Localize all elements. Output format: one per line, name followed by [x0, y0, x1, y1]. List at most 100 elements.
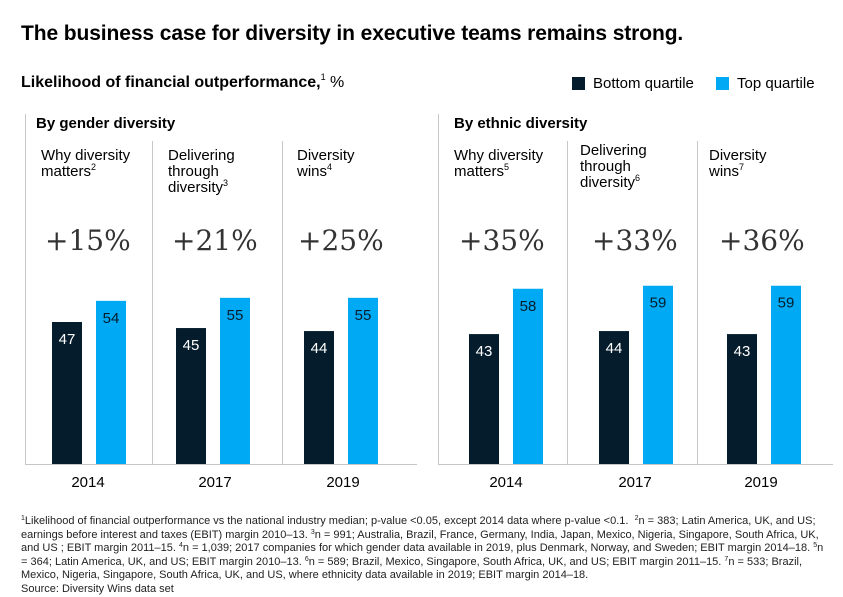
footnote-marker: 5 [813, 542, 818, 549]
column-rule [152, 141, 153, 465]
panel-label-line: Diversity [709, 147, 767, 164]
panel-label-line: through [580, 158, 631, 175]
footnote-marker: 6 [304, 555, 309, 563]
source-note: Source: Diversity Wins data set [21, 582, 174, 595]
footnote-5: n = 364; Latin America, UK, and US; EBIT… [21, 542, 824, 568]
baseline-ethnic [438, 464, 833, 465]
panel-label-line: matters [454, 163, 505, 180]
year-label: 2014 [71, 474, 105, 491]
panel-label-line: wins [709, 163, 740, 180]
legend-bottom-quartile: Bottom quartile [572, 75, 694, 92]
bar-bottom-gender-2017 [176, 328, 206, 464]
uplift-gender-2019: +25% [298, 224, 384, 257]
column-rule [567, 141, 568, 465]
footnote-marker: 3 [310, 528, 315, 536]
footnotes: 1Likelihood of financial outperformance … [21, 515, 831, 596]
panel-label-line: matters [41, 163, 92, 180]
panel-label-ethnic-2019: Diversity wins7 [709, 148, 767, 180]
bar-value-label: 44 [311, 340, 328, 357]
panel-label-line: diversity [580, 174, 636, 191]
bar-value-label: 59 [778, 295, 795, 312]
bar-value-label: 54 [103, 310, 120, 327]
group-rule-ethnic [438, 114, 439, 464]
year-label: 2019 [326, 474, 360, 491]
bar-chart-plot: 47 45 44 43 44 43 54 55 55 58 59 59 [52, 285, 801, 464]
uplift-ethnic-2017: +33% [592, 224, 678, 257]
bar-bottom-ethnic-2017 [599, 331, 629, 464]
uplift-gender-2014: +15% [45, 224, 131, 257]
bar-value-label: 43 [476, 343, 493, 360]
legend-label-top: Top quartile [737, 75, 815, 92]
subtitle-unit: % [325, 74, 345, 91]
bar-value-label: 43 [734, 343, 751, 360]
panel-label-ethnic-2014: Why diversity matters5 [454, 148, 543, 180]
bar-top-gender-2019 [348, 297, 378, 464]
group-label-gender: By gender diversity [36, 115, 176, 132]
panel-label-line: Why diversity [454, 147, 544, 164]
chart-subtitle: Likelihood of financial outperformance,1… [21, 72, 344, 92]
bar-top-gender-2014 [96, 300, 126, 464]
group-label-ethnic: By ethnic diversity [454, 115, 588, 132]
bar-value-label: 47 [59, 331, 76, 348]
year-label: 2019 [744, 474, 778, 491]
bar-bottom-ethnic-2014 [469, 334, 499, 464]
footnote-3: n = 991; Australia, Brazil, France, Germ… [21, 528, 819, 555]
uplift-gender-2017: +21% [172, 224, 258, 257]
footnote-7: n = 533; Brazil, Mexico, Nigeria, Singap… [21, 555, 803, 582]
footnote-marker: 4 [178, 542, 183, 549]
panel-label-gender-2017: Delivering through diversity3 [168, 148, 235, 196]
bar-top-ethnic-2019 [771, 285, 801, 464]
column-rule [697, 141, 698, 465]
panel-footnote-ref: 3 [223, 178, 229, 188]
bar-value-label: 55 [227, 307, 244, 324]
footnote-marker: 7 [724, 555, 729, 563]
year-label: 2017 [198, 474, 232, 491]
footnote-2: n = 383; Latin America, UK, and US; earn… [21, 515, 816, 541]
panel-footnote-ref: 2 [91, 162, 97, 172]
bar-bottom-ethnic-2019 [727, 334, 757, 464]
bar-value-label: 45 [183, 337, 200, 354]
panel-label-line: diversity [168, 179, 224, 196]
uplift-ethnic-2019: +36% [719, 224, 805, 257]
footnote-marker: 1 [21, 515, 25, 522]
panel-footnote-ref: 7 [739, 162, 745, 172]
bar-value-label: 44 [606, 340, 623, 357]
bar-top-ethnic-2017 [643, 285, 673, 464]
panel-label-ethnic-2017: Delivering through diversity6 [580, 143, 647, 191]
panel-label-line: Delivering [580, 142, 647, 159]
footnote-marker: 2 [634, 515, 639, 522]
baseline-gender [25, 464, 417, 465]
panel-label-line: through [168, 163, 219, 180]
column-rule [282, 141, 283, 465]
bar-value-label: 58 [520, 298, 537, 315]
bar-top-gender-2017 [220, 297, 250, 464]
panel-label-gender-2014: Why diversity matters2 [41, 148, 130, 180]
bar-bottom-gender-2014 [52, 322, 82, 464]
footnote-4: n = 1,039; 2017 companies for which gend… [182, 542, 811, 554]
panel-footnote-ref: 6 [635, 173, 641, 183]
legend-label-bottom: Bottom quartile [593, 75, 694, 92]
footnote-6: n = 589; Brazil, Mexico, Singapore, Sout… [308, 555, 722, 568]
uplift-ethnic-2014: +35% [459, 224, 545, 257]
panel-footnote-ref: 5 [504, 162, 510, 172]
year-label: 2017 [618, 474, 652, 491]
bar-value-label: 59 [650, 295, 667, 312]
panel-label-line: wins [297, 163, 328, 180]
panel-label-line: Why diversity [41, 147, 131, 164]
subtitle-text: Likelihood of financial outperformance, [21, 74, 321, 91]
subtitle-footnote-ref: 1 [320, 72, 326, 82]
bar-bottom-gender-2019 [304, 331, 334, 464]
panel-label-gender-2019: Diversity wins4 [297, 148, 355, 180]
legend-swatch-bottom [572, 77, 585, 90]
bar-top-ethnic-2014 [513, 288, 543, 464]
chart-title: The business case for diversity in execu… [21, 22, 684, 45]
legend-top-quartile: Top quartile [716, 75, 815, 92]
group-rule-gender [25, 114, 26, 464]
panel-label-line: Diversity [297, 147, 355, 164]
panel-footnote-ref: 4 [327, 162, 333, 172]
panel-label-line: Delivering [168, 147, 235, 164]
year-label: 2014 [489, 474, 523, 491]
footnote-1: Likelihood of financial outperformance v… [24, 515, 629, 527]
legend-swatch-top [716, 77, 729, 90]
bar-value-label: 55 [355, 307, 372, 324]
